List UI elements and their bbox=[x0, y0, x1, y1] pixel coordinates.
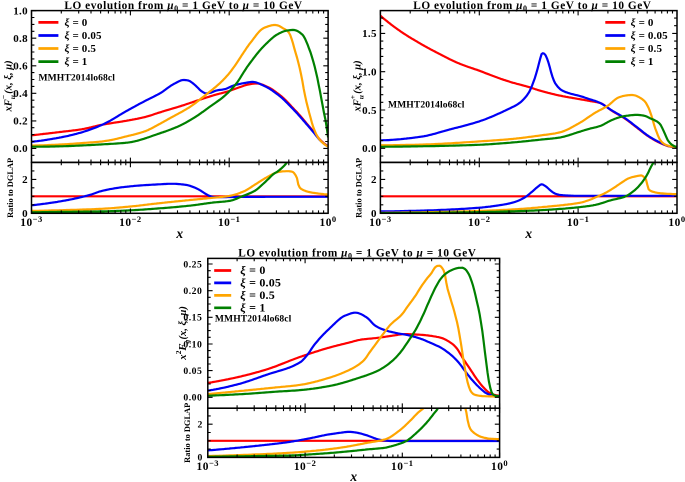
svg-text:+: + bbox=[348, 95, 357, 99]
svg-text:LO evolution from μ0 = 1 GeV t: LO evolution from μ0 = 1 GeV to μ = 10 G… bbox=[238, 248, 477, 261]
svg-text:MMHT2014lo68cl: MMHT2014lo68cl bbox=[39, 72, 116, 83]
svg-text:0.10: 0.10 bbox=[183, 339, 202, 350]
svg-text:0.25: 0.25 bbox=[183, 259, 202, 270]
svg-text:0: 0 bbox=[22, 208, 28, 220]
svg-text:0.0: 0.0 bbox=[362, 143, 377, 155]
svg-text:x: x bbox=[178, 354, 189, 360]
svg-text:−: − bbox=[0, 95, 8, 99]
svg-text:LO evolution from μ0 = 1 GeV t: LO evolution from μ0 = 1 GeV to μ = 10 G… bbox=[413, 0, 652, 13]
svg-text:F: F bbox=[178, 344, 189, 352]
svg-text:ξ = 0.05: ξ = 0.05 bbox=[240, 276, 281, 290]
svg-text:LO evolution from μ0 = 1 GeV t: LO evolution from μ0 = 1 GeV to μ = 10 G… bbox=[64, 0, 303, 13]
svg-text:0.2: 0.2 bbox=[13, 116, 28, 128]
svg-text:ξ = 1: ξ = 1 bbox=[65, 56, 88, 68]
svg-text:x: x bbox=[175, 226, 183, 241]
svg-text:2: 2 bbox=[22, 174, 28, 186]
svg-text:ξ = 0.5: ξ = 0.5 bbox=[65, 43, 97, 55]
svg-text:0.6: 0.6 bbox=[13, 61, 28, 73]
svg-text:ξ = 1: ξ = 1 bbox=[240, 301, 265, 315]
svg-text:ξ = 0.05: ξ = 0.05 bbox=[65, 30, 103, 42]
svg-text:ξ = 0.05: ξ = 0.05 bbox=[631, 30, 669, 42]
svg-text:ξ = 1: ξ = 1 bbox=[631, 56, 654, 68]
svg-text:1.0: 1.0 bbox=[362, 67, 377, 79]
svg-text:g: g bbox=[182, 340, 191, 345]
svg-text:0: 0 bbox=[371, 208, 377, 220]
svg-text:0.0: 0.0 bbox=[13, 143, 28, 155]
svg-text:0.4: 0.4 bbox=[13, 88, 28, 100]
svg-text:0: 0 bbox=[197, 453, 202, 464]
svg-text:ξ = 0: ξ = 0 bbox=[631, 17, 654, 29]
svg-text:MMHT2014lo68cl: MMHT2014lo68cl bbox=[215, 313, 292, 324]
svg-text:ξ = 0.5: ξ = 0.5 bbox=[240, 288, 275, 302]
svg-text:ξ = 0: ξ = 0 bbox=[65, 17, 88, 29]
svg-text:2: 2 bbox=[174, 350, 183, 354]
svg-text:MMHT2014lo68cl: MMHT2014lo68cl bbox=[388, 99, 465, 110]
svg-text:x: x bbox=[349, 469, 357, 482]
svg-text:(x, ξ, μ): (x, ξ, μ) bbox=[4, 60, 15, 93]
svg-text:u: u bbox=[8, 95, 17, 99]
svg-text:(x, ξ, μ): (x, ξ, μ) bbox=[352, 60, 363, 93]
svg-text:2: 2 bbox=[197, 420, 202, 431]
svg-text:xF: xF bbox=[4, 99, 15, 112]
svg-text:Ratio to DGLAP: Ratio to DGLAP bbox=[183, 403, 192, 463]
svg-text:1.5: 1.5 bbox=[362, 28, 377, 40]
svg-text:0.5: 0.5 bbox=[362, 105, 377, 117]
svg-text:u: u bbox=[357, 95, 366, 99]
svg-text:xF: xF bbox=[352, 99, 363, 112]
svg-text:ξ = 0.5: ξ = 0.5 bbox=[631, 43, 663, 55]
svg-text:ξ = 0: ξ = 0 bbox=[240, 263, 265, 277]
svg-text:0.8: 0.8 bbox=[13, 33, 28, 45]
svg-text:1.0: 1.0 bbox=[13, 6, 28, 18]
svg-text:Ratio to DGLAP: Ratio to DGLAP bbox=[355, 158, 364, 218]
svg-text:0.05: 0.05 bbox=[183, 366, 202, 377]
svg-text:x: x bbox=[524, 226, 532, 241]
svg-text:0.00: 0.00 bbox=[183, 393, 202, 404]
svg-text:0.20: 0.20 bbox=[183, 286, 202, 297]
svg-text:Ratio to DGLAP: Ratio to DGLAP bbox=[6, 158, 15, 218]
svg-text:2: 2 bbox=[371, 174, 377, 186]
svg-text:0.15: 0.15 bbox=[183, 313, 202, 324]
svg-text:(x, ξ, μ): (x, ξ, μ) bbox=[178, 306, 189, 339]
